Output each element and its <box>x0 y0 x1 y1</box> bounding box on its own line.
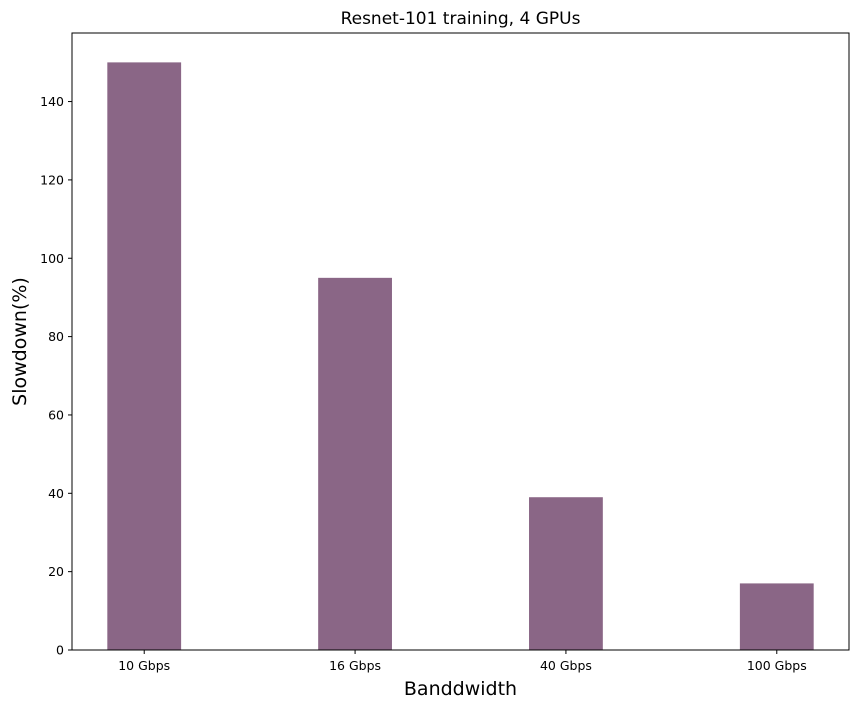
bar-10-gbps <box>107 62 182 650</box>
y-tick-label: 0 <box>56 643 64 658</box>
x-tick-label: 100 Gbps <box>747 658 807 673</box>
y-tick-label: 80 <box>48 329 64 344</box>
y-tick-label: 140 <box>40 94 64 109</box>
chart-title: Resnet-101 training, 4 GPUs <box>341 9 581 29</box>
y-tick-label: 100 <box>40 251 64 266</box>
bar-100-gbps <box>739 583 814 650</box>
x-axis-label: Banddwidth <box>404 678 517 700</box>
x-tick-label: 16 Gbps <box>329 658 381 673</box>
plot-area: 0 20 40 60 80 100 120 140 10 Gbps 16 Gbps 40 Gbps 1… <box>40 32 850 673</box>
y-axis-label: Slowdown(%) <box>9 277 31 406</box>
x-tick-label: 10 Gbps <box>118 658 170 673</box>
bar-40-gbps <box>529 497 603 650</box>
y-tick-label: 20 <box>48 564 64 579</box>
y-tick-label: 120 <box>40 172 64 187</box>
plot-frame <box>71 32 850 651</box>
y-tick-label: 60 <box>48 407 64 422</box>
bar-16-gbps <box>318 277 392 650</box>
y-tick-label: 40 <box>48 486 64 501</box>
x-tick-label: 40 Gbps <box>540 658 592 673</box>
